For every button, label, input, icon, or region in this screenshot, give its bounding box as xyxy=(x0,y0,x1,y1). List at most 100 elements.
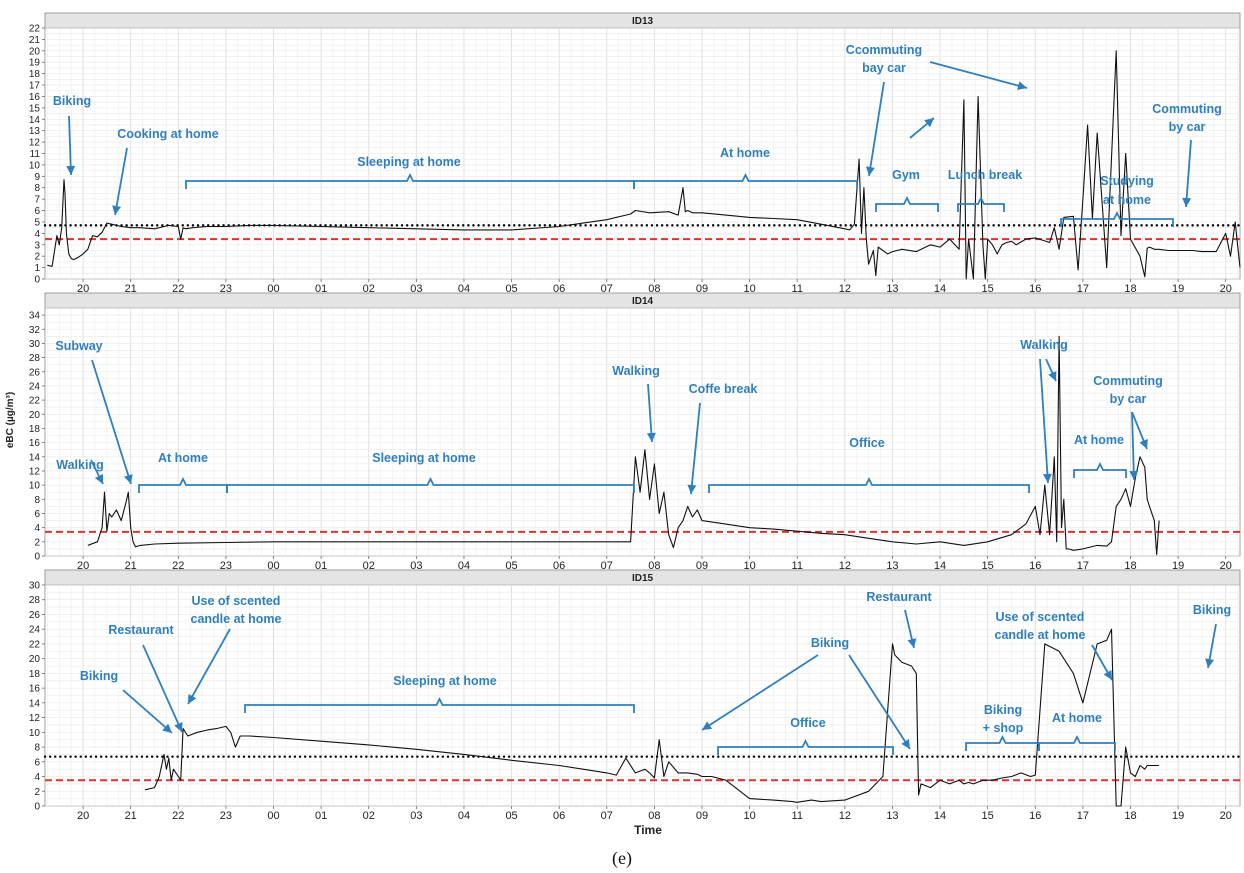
y-tick-label: 24 xyxy=(29,381,41,392)
y-tick-label: 30 xyxy=(29,581,41,592)
x-tick-label: 00 xyxy=(267,810,279,822)
y-tick-label: 6 xyxy=(34,509,40,520)
x-tick-label: 06 xyxy=(553,560,565,572)
panel-title: ID14 xyxy=(632,296,654,307)
annotation-arrow xyxy=(142,644,183,733)
x-tick-label: 08 xyxy=(648,810,660,822)
x-tick-label: 23 xyxy=(220,283,232,295)
x-tick-label: 05 xyxy=(505,560,517,572)
y-tick-label: 9 xyxy=(34,172,40,183)
y-tick-label: 0 xyxy=(34,802,40,813)
series-line-0 xyxy=(144,628,1160,807)
annotation-bracket xyxy=(244,696,635,713)
annotation-arrowhead xyxy=(1103,669,1112,680)
x-tick-label: 16 xyxy=(1029,560,1041,572)
annotation-arrowhead xyxy=(924,118,934,128)
y-tick-label: 4 xyxy=(34,523,40,534)
y-tick-label: 14 xyxy=(29,115,41,126)
x-tick-label: 14 xyxy=(934,560,946,572)
x-tick-label: 02 xyxy=(363,810,375,822)
annotation-arrowhead xyxy=(687,484,697,494)
annotation-arrow xyxy=(1131,411,1135,481)
y-tick-label: 17 xyxy=(29,81,41,92)
y-tick-label: 16 xyxy=(29,438,41,449)
annotation-label: Cooking at home xyxy=(117,127,218,141)
x-tick-label: 12 xyxy=(839,810,851,822)
y-tick-label: 8 xyxy=(34,743,40,754)
x-tick-label: 13 xyxy=(886,283,898,295)
y-tick-label: 26 xyxy=(29,610,41,621)
x-tick-label: 19 xyxy=(1172,560,1184,572)
x-tick-label: 20 xyxy=(1220,283,1232,295)
series-line-0 xyxy=(87,335,1160,556)
annotation-bracket xyxy=(1038,734,1116,751)
x-tick-label: 21 xyxy=(125,283,137,295)
annotation-label: Restaurant xyxy=(866,590,932,604)
x-tick-label: 17 xyxy=(1077,283,1089,295)
x-tick-label: 22 xyxy=(172,283,184,295)
x-tick-label: 21 xyxy=(125,560,137,572)
annotation-arrow xyxy=(187,628,231,705)
x-tick-label: 11 xyxy=(792,283,803,295)
y-tick-label: 2 xyxy=(34,252,40,263)
annotation-arrowhead xyxy=(1017,81,1027,91)
x-tick-label: 09 xyxy=(696,560,708,572)
annotation-arrow xyxy=(701,654,819,731)
x-tick-label: 07 xyxy=(601,283,613,295)
y-tick-label: 26 xyxy=(29,367,41,378)
annotation-arrowhead xyxy=(162,723,172,733)
y-tick-label: 8 xyxy=(34,183,40,194)
annotation-arrowhead xyxy=(1182,197,1192,207)
y-tick-label: 20 xyxy=(29,46,41,57)
y-tick-label: 10 xyxy=(29,728,41,739)
y-tick-label: 12 xyxy=(29,466,41,477)
x-tick-label: 17 xyxy=(1077,560,1089,572)
y-tick-label: 32 xyxy=(29,325,41,336)
y-tick-label: 16 xyxy=(29,684,41,695)
annotation-label: Subway xyxy=(55,339,102,353)
x-tick-label: 02 xyxy=(363,283,375,295)
annotation-arrow xyxy=(1185,139,1192,208)
annotation-label: by car xyxy=(1169,120,1206,134)
x-tick-label: 18 xyxy=(1124,560,1136,572)
annotations-id15: Use of scented candle at home Restaurant Bi… xyxy=(80,590,1231,755)
annotation-arrowhead xyxy=(124,474,133,484)
annotation-arrowhead xyxy=(702,721,713,730)
annotation-label: Gym xyxy=(892,168,920,182)
annotation-arrowhead xyxy=(1042,473,1052,483)
x-tick-label: 23 xyxy=(220,560,232,572)
x-tick-label: 08 xyxy=(648,283,660,295)
annotation-label: Biking xyxy=(53,94,91,108)
annotation-arrow xyxy=(114,147,128,216)
x-tick-label: 15 xyxy=(982,283,994,295)
y-tick-label: 4 xyxy=(34,772,40,783)
x-tick-label: 04 xyxy=(458,283,470,295)
x-tick-label: 11 xyxy=(792,560,803,572)
x-tick-label: 07 xyxy=(601,810,613,822)
annotation-arrow xyxy=(647,383,653,443)
annotation-bracket xyxy=(1073,461,1127,478)
y-tick-label: 22 xyxy=(29,24,41,35)
y-tick-label: 12 xyxy=(29,713,41,724)
x-tick-label: 03 xyxy=(410,283,422,295)
y-tick-label: 15 xyxy=(29,103,41,114)
annotation-label: Sleeping at home xyxy=(393,674,497,688)
annotation-bracket xyxy=(1060,210,1174,227)
x-tick-label: 01 xyxy=(315,810,327,822)
x-tick-label: 13 xyxy=(886,810,898,822)
panel-id13: ID13012345678910111213141516171819202122… xyxy=(29,12,1242,295)
x-tick-label: 01 xyxy=(315,283,327,295)
annotation-bracket xyxy=(226,476,635,493)
annotation-bracket xyxy=(875,195,939,212)
y-tick-label: 6 xyxy=(34,757,40,768)
x-tick-label: 01 xyxy=(315,560,327,572)
x-tick-label: 00 xyxy=(267,283,279,295)
y-tick-label: 1 xyxy=(34,263,40,274)
x-tick-label: 08 xyxy=(648,560,660,572)
annotation-label: Biking xyxy=(984,703,1022,717)
x-tick-label: 03 xyxy=(410,560,422,572)
x-tick-label: 20 xyxy=(1220,560,1232,572)
y-tick-label: 10 xyxy=(29,160,41,171)
y-tick-label: 22 xyxy=(29,396,41,407)
